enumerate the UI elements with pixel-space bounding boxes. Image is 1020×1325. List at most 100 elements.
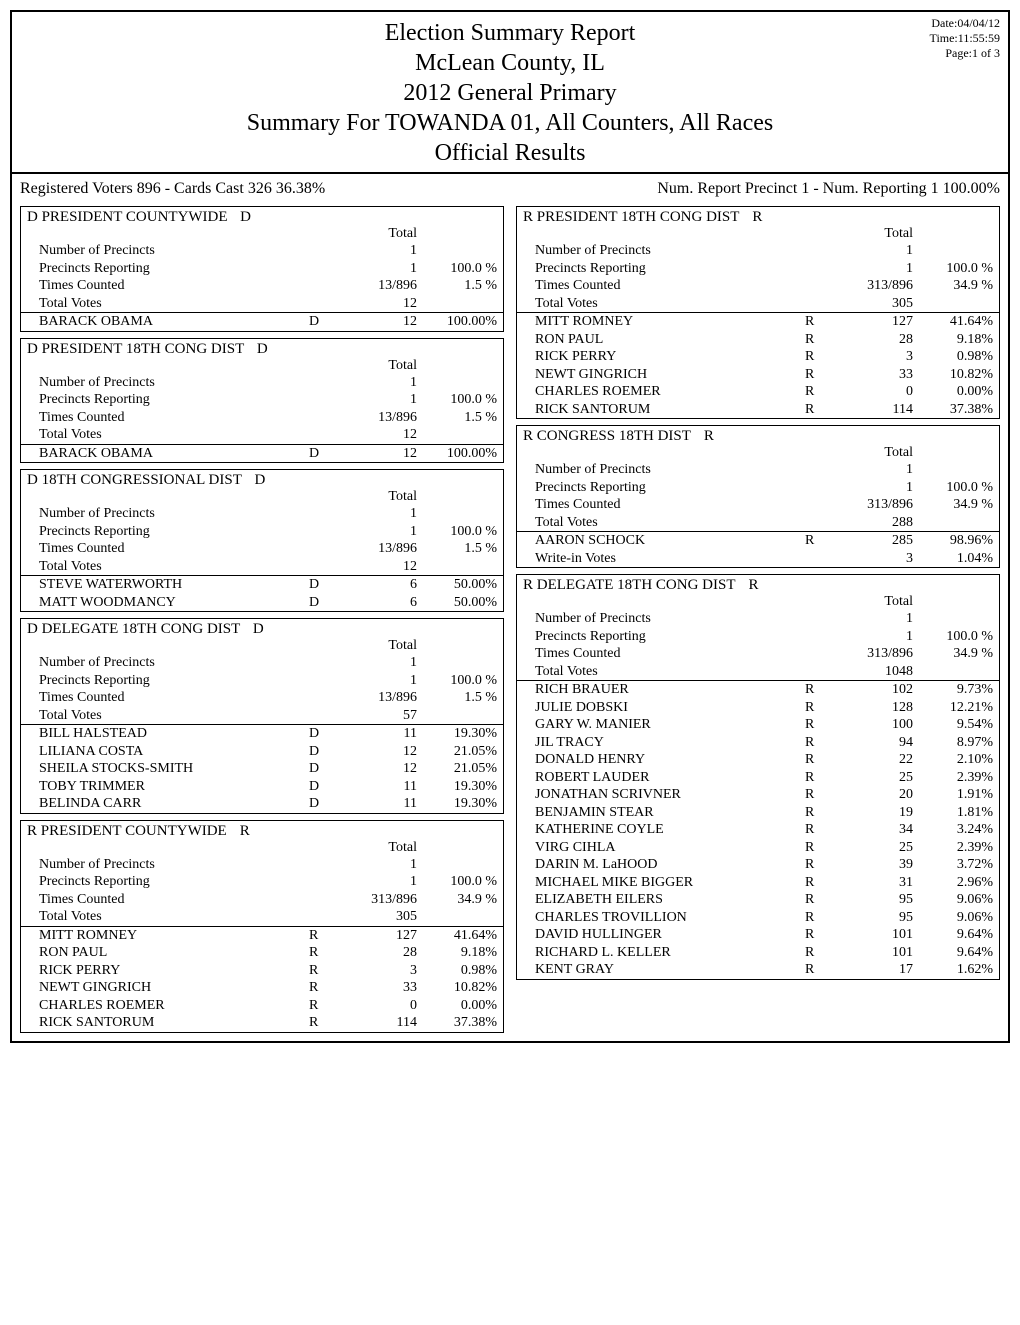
candidate-name: RICK PERRY — [27, 962, 309, 980]
registered-voters-text: Registered Voters 896 - Cards Cast 326 3… — [20, 180, 325, 198]
summary-row: Precincts Reporting1100.0 % — [517, 260, 999, 278]
summary-pct: 100.0 % — [913, 628, 993, 646]
summary-name: Number of Precincts — [27, 654, 309, 672]
candidate-row: JONATHAN SCRIVNERR201.91% — [517, 786, 999, 804]
summary-name: Precincts Reporting — [523, 628, 805, 646]
race-title: R PRESIDENT 18TH CONG DISTR — [517, 207, 999, 226]
candidate-name: SHEILA STOCKS-SMITH — [27, 760, 309, 778]
candidate-party: R — [805, 891, 833, 909]
summary-num: 1 — [337, 391, 417, 409]
race-box: R PRESIDENT COUNTYWIDERTotalNumber of Pr… — [20, 820, 504, 1033]
column-left: D PRESIDENT COUNTYWIDEDTotalNumber of Pr… — [20, 200, 504, 1033]
candidate-row: RICK PERRYR30.98% — [21, 962, 503, 980]
candidate-party: D — [309, 594, 337, 612]
header-title-2: McLean County, IL — [20, 48, 1000, 78]
race-title: D DELEGATE 18TH CONG DISTD — [21, 619, 503, 638]
candidate-row: AARON SCHOCKR28598.96% — [517, 532, 999, 550]
summary-name: Total Votes — [523, 514, 805, 532]
candidate-row: BARACK OBAMAD12100.00% — [21, 445, 503, 463]
candidate-num: 114 — [833, 401, 913, 419]
summary-pct: 100.0 % — [417, 523, 497, 541]
race-title-text: D PRESIDENT COUNTYWIDE — [27, 209, 228, 225]
candidate-row: NEWT GINGRICHR3310.82% — [517, 366, 999, 384]
summary-row: Times Counted13/8961.5 % — [21, 277, 503, 295]
candidate-num: 94 — [833, 734, 913, 752]
total-label-row: Total — [21, 840, 503, 856]
summary-row: Times Counted313/89634.9 % — [517, 496, 999, 514]
candidate-num: 39 — [833, 856, 913, 874]
summary-name: Total Votes — [523, 663, 805, 681]
total-label-row: Total — [21, 226, 503, 242]
race-box: R PRESIDENT 18TH CONG DISTRTotalNumber o… — [516, 206, 1000, 419]
candidate-party: R — [805, 909, 833, 927]
total-label: Total — [833, 594, 913, 610]
summary-row: Times Counted13/8961.5 % — [21, 540, 503, 558]
race-title: R DELEGATE 18TH CONG DISTR — [517, 575, 999, 594]
candidate-num: 101 — [833, 944, 913, 962]
candidate-num: 11 — [337, 778, 417, 796]
summary-name: Total Votes — [27, 707, 309, 725]
candidate-name: Write-in Votes — [523, 550, 805, 568]
candidate-row: RICH BRAUERR1029.73% — [517, 681, 999, 699]
summary-num: 313/896 — [833, 645, 913, 663]
candidate-name: BARACK OBAMA — [27, 445, 309, 463]
candidate-num: 12 — [337, 743, 417, 761]
summary-name: Total Votes — [27, 295, 309, 313]
columns: D PRESIDENT COUNTYWIDEDTotalNumber of Pr… — [12, 200, 1008, 1041]
candidate-row: RICK SANTORUMR11437.38% — [517, 401, 999, 419]
candidate-pct: 19.30% — [417, 778, 497, 796]
candidate-row: RICK SANTORUMR11437.38% — [21, 1014, 503, 1032]
candidate-row: BENJAMIN STEARR191.81% — [517, 804, 999, 822]
candidate-pct: 3.24% — [913, 821, 993, 839]
header-time: Time:11:55:59 — [930, 31, 1000, 46]
race-box: D DELEGATE 18TH CONG DISTDTotalNumber of… — [20, 618, 504, 814]
summary-pct: 100.0 % — [913, 260, 993, 278]
candidate-party: R — [805, 734, 833, 752]
candidate-row: DAVID HULLINGERR1019.64% — [517, 926, 999, 944]
candidate-pct: 0.00% — [417, 997, 497, 1015]
candidate-pct: 9.18% — [417, 944, 497, 962]
candidate-party: R — [805, 313, 833, 331]
summary-row: Precincts Reporting1100.0 % — [21, 391, 503, 409]
candidate-pct: 100.00% — [417, 313, 497, 331]
candidate-row: MICHAEL MIKE BIGGERR312.96% — [517, 874, 999, 892]
candidate-num: 17 — [833, 961, 913, 979]
summary-name: Precincts Reporting — [27, 391, 309, 409]
summary-row: Times Counted13/8961.5 % — [21, 689, 503, 707]
summary-num: 1 — [833, 242, 913, 260]
summary-name: Times Counted — [27, 891, 309, 909]
total-label-row: Total — [517, 226, 999, 242]
summary-num: 13/896 — [337, 277, 417, 295]
summary-row: Precincts Reporting1100.0 % — [21, 260, 503, 278]
candidate-pct: 100.00% — [417, 445, 497, 463]
candidate-num: 25 — [833, 769, 913, 787]
summary-row: Number of Precincts1 — [21, 242, 503, 260]
candidate-pct: 98.96% — [913, 532, 993, 550]
candidate-party: R — [805, 944, 833, 962]
candidate-pct: 2.10% — [913, 751, 993, 769]
summary-name: Times Counted — [523, 645, 805, 663]
candidate-row: CHARLES ROEMERR00.00% — [517, 383, 999, 401]
header-title-1: Election Summary Report — [20, 18, 1000, 48]
race-title-party: D — [234, 209, 258, 226]
summary-num: 305 — [833, 295, 913, 313]
summary-num: 1 — [833, 628, 913, 646]
race-title-party: D — [248, 472, 272, 489]
candidate-num: 128 — [833, 699, 913, 717]
candidate-num: 28 — [833, 331, 913, 349]
candidate-pct: 2.39% — [913, 769, 993, 787]
candidate-name: KENT GRAY — [523, 961, 805, 979]
candidate-party: R — [309, 1014, 337, 1032]
summary-pct: 1.5 % — [417, 409, 497, 427]
candidate-pct: 41.64% — [913, 313, 993, 331]
summary-row: Precincts Reporting 1100.0 % — [517, 628, 999, 646]
summary-num: 313/896 — [833, 496, 913, 514]
summary-name: Number of Precincts — [27, 856, 309, 874]
candidate-row: BELINDA CARRD1119.30% — [21, 795, 503, 813]
race-title-text: D PRESIDENT 18TH CONG DIST — [27, 341, 244, 357]
summary-pct: 1.5 % — [417, 540, 497, 558]
candidate-row: VIRG CIHLAR252.39% — [517, 839, 999, 857]
summary-name: Total Votes — [27, 426, 309, 444]
candidate-party: R — [805, 804, 833, 822]
candidate-num: 25 — [833, 839, 913, 857]
